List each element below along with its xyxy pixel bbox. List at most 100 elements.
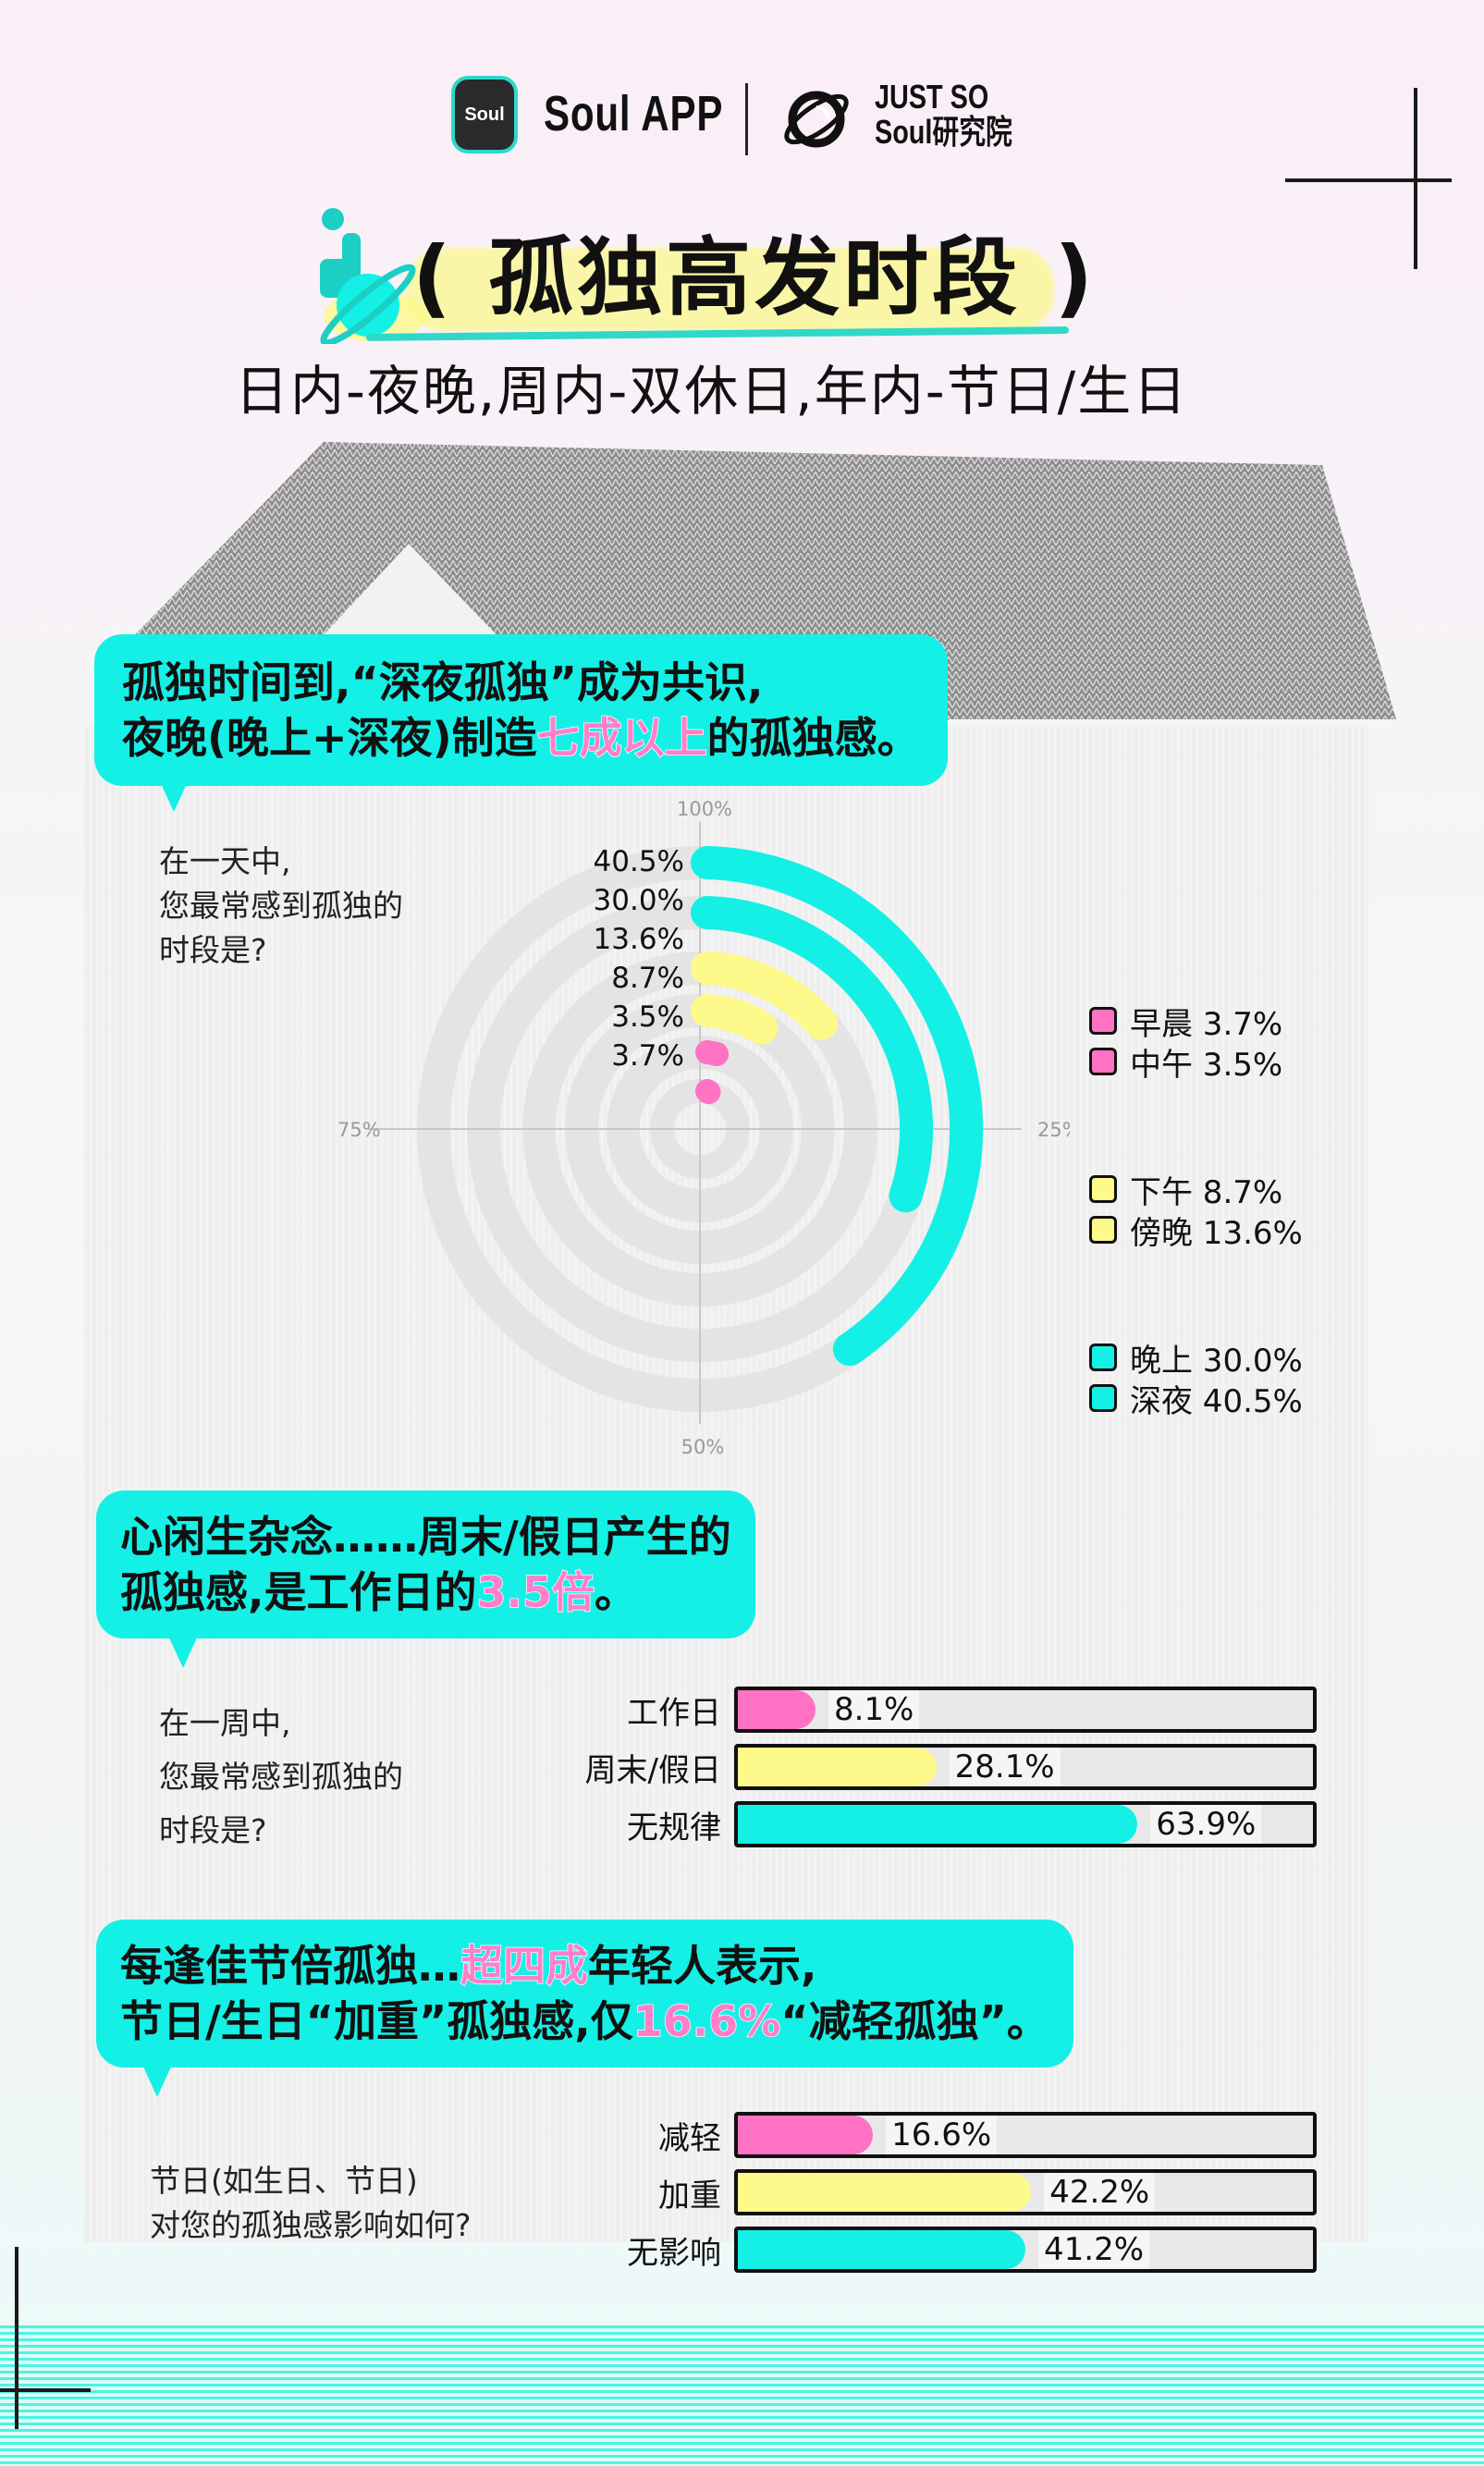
bar-fill — [738, 2116, 874, 2154]
legend-swatch-yellow — [1089, 1175, 1117, 1203]
legend-swatch-cyan — [1089, 1384, 1117, 1412]
legend-item: 中午 3.5% — [1089, 1041, 1303, 1084]
callout-highlight: 16.6% — [632, 1995, 781, 2047]
bar-fill — [738, 2173, 1032, 2212]
bar-value: 28.1% — [949, 1748, 1061, 1786]
header-divider — [745, 83, 748, 155]
legend-swatch-cyan — [1089, 1343, 1117, 1371]
bar-fill — [738, 2230, 1025, 2269]
radial-arc — [691, 951, 839, 1040]
callout-highlight: 3.5倍 — [476, 1566, 595, 1618]
callout-line2: 节日/生日“加重”孤独感,仅16.6%“减轻孤独”。 — [120, 1994, 1049, 2049]
holiday-bar-chart: 减轻 16.6% 加重 42.2% 无影响 41.2% — [564, 2106, 1317, 2278]
radial-arc — [695, 1040, 730, 1066]
bar-track: 16.6% — [734, 2112, 1317, 2158]
legend-item: 晚上 30.0% — [1089, 1337, 1303, 1380]
bar-value: 42.2% — [1044, 2173, 1156, 2212]
question-day: 在一天中, 您最常感到孤独的 时段是? — [159, 843, 403, 968]
section1-callout: 孤独时间到,“深夜孤独”成为共识, 夜晚(晚上+深夜)制造七成以上的孤独感。 — [94, 634, 948, 786]
partner-line1: JUST SO — [875, 78, 989, 116]
ring-label: 3.7% — [611, 1039, 684, 1073]
callout-tail — [137, 2053, 178, 2097]
legend-item: 傍晚 13.6% — [1089, 1209, 1303, 1252]
legend-label: 傍晚 13.6% — [1130, 1214, 1303, 1252]
callout-tail — [163, 1624, 203, 1668]
bar-value: 41.2% — [1038, 2230, 1150, 2269]
person-on-planet-icon — [320, 208, 425, 344]
page-subtitle: 日内-夜晚,周内-双休日,年内-节日/生日 — [235, 360, 1189, 423]
bar-label: 无影响 — [627, 2234, 721, 2272]
title-highlight — [407, 248, 1054, 331]
orbit-logo-icon — [784, 91, 849, 148]
bar-row: 加重 42.2% — [564, 2164, 1317, 2221]
legend-item: 下午 8.7% — [1089, 1169, 1303, 1211]
bar-row: 周末/假日 28.1% — [564, 1738, 1317, 1796]
bar-value: 16.6% — [886, 2116, 998, 2154]
callout-text: 夜晚(晚上+深夜)制造 — [122, 713, 537, 763]
partner-line2: Soul研究院 — [875, 113, 1012, 151]
ring-label: 3.5% — [611, 1000, 684, 1034]
radial-arc — [691, 846, 984, 1367]
bar-value: 63.9% — [1150, 1805, 1262, 1844]
axis-label-top: 100% — [677, 798, 732, 820]
radial-arc — [691, 994, 779, 1045]
callout-text: 每逢佳节倍孤独… — [120, 1941, 460, 1991]
ring-value-labels: 40.5% 30.0% 13.6% 8.7% 3.5% 3.7% — [564, 843, 684, 1076]
bar-label: 加重 — [658, 2177, 721, 2214]
crosshair-top-right-v — [1414, 88, 1417, 269]
ring-label: 40.5% — [593, 845, 684, 878]
ring-label: 13.6% — [593, 923, 684, 956]
axis-label-bottom: 50% — [681, 1436, 725, 1458]
callout-highlight: 七成以上 — [536, 712, 708, 764]
ring-label: 30.0% — [593, 884, 684, 917]
bar-label: 工作日 — [627, 1694, 721, 1732]
bar-row: 工作日 8.1% — [564, 1681, 1317, 1738]
crosshair-bottom-left-v — [15, 2247, 18, 2429]
bar-label: 减轻 — [658, 2119, 721, 2157]
bar-fill — [738, 1748, 937, 1786]
bar-track: 42.2% — [734, 2169, 1317, 2215]
ring-label: 8.7% — [611, 962, 684, 995]
radial-arc — [691, 896, 934, 1213]
callout-text: 。 — [594, 1567, 637, 1617]
crosshair-bottom-left-h — [0, 2388, 91, 2392]
callout-line1: 心闲生杂念……周末/假日产生的 — [120, 1512, 731, 1562]
radial-arc — [695, 1079, 721, 1105]
callout-line1: 每逢佳节倍孤独…超四成年轻人表示, — [120, 1938, 1049, 1994]
callout-tail — [153, 767, 194, 812]
callout-text: “减轻孤独”。 — [780, 1996, 1049, 2046]
chart-legend: 早晨 3.7% 中午 3.5% 下午 8.7% 傍晚 13.6% 晚上 30.0… — [1089, 1000, 1303, 1420]
legend-swatch-yellow — [1089, 1216, 1117, 1244]
bar-fill — [738, 1805, 1138, 1844]
legend-swatch-pink — [1089, 1007, 1117, 1035]
bar-track: 41.2% — [734, 2227, 1317, 2273]
axis-label-right: 25% — [1037, 1119, 1070, 1141]
legend-label: 中午 3.5% — [1130, 1046, 1283, 1084]
section2-callout: 心闲生杂念……周末/假日产生的 孤独感,是工作日的3.5倍。 — [96, 1491, 755, 1638]
bar-track: 63.9% — [734, 1801, 1317, 1847]
callout-text: 孤独感,是工作日的 — [120, 1567, 477, 1617]
callout-text: 年轻人表示, — [588, 1941, 817, 1991]
callout-line2: 孤独感,是工作日的3.5倍。 — [120, 1564, 731, 1620]
brand-name: Soul APP — [544, 86, 724, 141]
legend-label: 深夜 40.5% — [1130, 1382, 1303, 1420]
soul-app-icon: Soul — [455, 80, 514, 150]
legend-swatch-pink — [1089, 1048, 1117, 1075]
crosshair-top-right-h — [1285, 178, 1452, 182]
bar-row: 减轻 16.6% — [564, 2106, 1317, 2164]
legend-label: 晚上 30.0% — [1130, 1342, 1303, 1380]
callout-line1: 孤独时间到,“深夜孤独”成为共识, — [122, 657, 764, 707]
axis-label-left: 75% — [337, 1119, 381, 1141]
callout-highlight: 超四成 — [460, 1940, 589, 1992]
radial-bar-chart: 100% 25% 50% 75% — [337, 798, 1070, 1458]
partner-name: JUST SO Soul研究院 — [875, 80, 1012, 150]
bar-fill — [738, 1690, 816, 1729]
bar-track: 8.1% — [734, 1687, 1317, 1733]
bar-label: 周末/假日 — [584, 1751, 721, 1789]
bar-value: 8.1% — [828, 1690, 920, 1729]
week-bar-chart: 工作日 8.1% 周末/假日 28.1% 无规律 63.9% — [564, 1681, 1317, 1853]
question-week: 在一周中, 您最常感到孤独的 时段是? — [159, 1705, 403, 1848]
callout-text: 节日/生日“加重”孤独感,仅 — [120, 1996, 633, 2046]
page-title: ( 孤独高发时段 ) — [412, 228, 1098, 327]
bar-row: 无规律 63.9% — [564, 1796, 1317, 1853]
